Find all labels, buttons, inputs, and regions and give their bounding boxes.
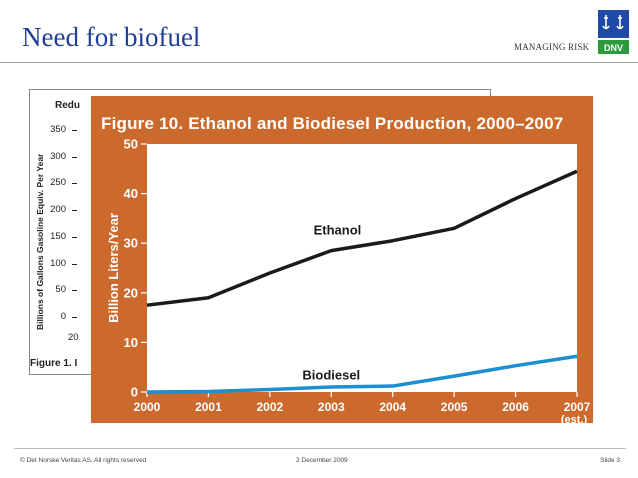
background-y-tick-label: 350 (50, 124, 66, 135)
chart-title: Figure 10. Ethanol and Biodiesel Product… (101, 114, 564, 133)
footer-date: 2 December 2009 (296, 457, 348, 464)
y-axis-label: Billion Liters/Year (106, 213, 121, 323)
dnv-logo: DNV (598, 10, 629, 54)
y-tick-label: 10 (124, 335, 138, 350)
y-tick-label: 0 (131, 385, 138, 400)
background-y-tick-mark (72, 316, 77, 318)
footer-divider (14, 448, 626, 449)
background-y-tick-label: 300 (50, 150, 66, 162)
background-y-tick-label: 100 (50, 257, 66, 269)
production-chart: Figure 10. Ethanol and Biodiesel Product… (91, 96, 593, 423)
y-tick-label: 40 (124, 186, 138, 201)
header-divider (0, 62, 638, 63)
series-label-ethanol: Ethanol (314, 222, 362, 237)
chart-plot: 0 10 20 30 40 50 2000 2001 2002 2003 2004 2005 2006 2… (106, 137, 591, 424)
x-tick-label: 2006 (502, 400, 529, 414)
background-y-tick-mark (72, 130, 77, 131)
footer-copyright: © Det Norske Veritas AS. All rights rese… (20, 457, 147, 464)
managing-risk-tagline: MANAGING RISK (514, 42, 590, 52)
x-tick-label: 2001 (195, 400, 222, 414)
background-y-tick-mark (72, 156, 77, 158)
background-y-tick-label: 250 (50, 177, 66, 189)
background-y-tick-mark (72, 183, 77, 185)
background-y-tick-mark (72, 290, 77, 292)
background-y-tick-mark (72, 210, 77, 212)
background-y-tick-label: 200 (50, 204, 66, 216)
x-tick-label: 2002 (257, 400, 284, 414)
plot-area (147, 144, 577, 392)
x-tick-label: 2007 (564, 400, 591, 414)
background-y-tick-label: 150 (50, 230, 66, 242)
background-y-tick-label: 50 (55, 284, 66, 296)
background-figure-x-tick: 20 (68, 332, 79, 343)
x-tick-label: 2004 (379, 400, 406, 414)
y-tick-label: 20 (124, 285, 138, 300)
x-tick-label: 2000 (134, 400, 161, 414)
background-figure-title: Redu (55, 100, 80, 111)
series-label-biodiesel: Biodiesel (302, 368, 360, 383)
background-y-tick-mark (72, 263, 77, 265)
x-tick-label-note: (est.) (561, 414, 588, 423)
series-line-ethanol (146, 169, 578, 307)
background-y-tick-label: 0 (60, 310, 66, 322)
y-tick-label: 30 (124, 236, 138, 251)
footer-slide-number: Slide 3 (600, 457, 620, 464)
x-tick-label: 2005 (441, 400, 468, 414)
y-tick-label: 50 (124, 137, 138, 152)
dnv-logo-text: DNV (604, 43, 623, 53)
background-y-tick-mark (72, 236, 77, 238)
slide-title: Need for biofuel (22, 22, 201, 52)
series-line-biodiesel (146, 354, 578, 394)
background-figure-caption: Figure 1. I (30, 358, 78, 369)
x-tick-label: 2003 (318, 400, 345, 414)
